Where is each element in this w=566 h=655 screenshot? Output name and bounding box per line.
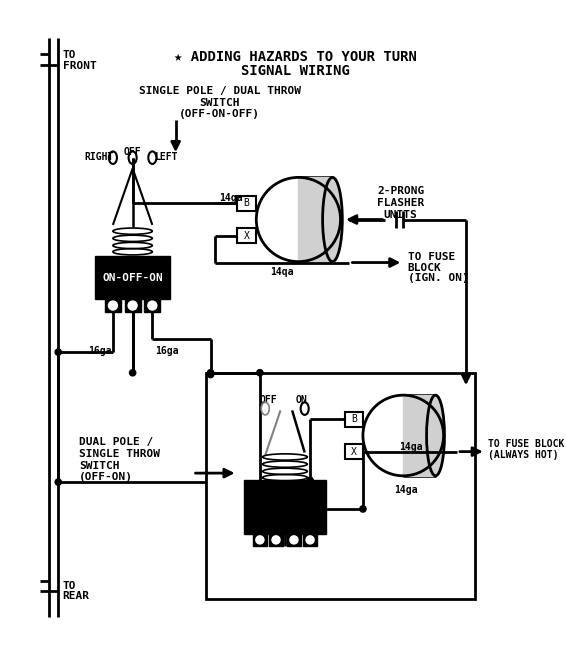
Circle shape <box>272 536 280 544</box>
Circle shape <box>208 371 214 378</box>
Bar <box>237 196 256 210</box>
Ellipse shape <box>427 396 444 475</box>
Circle shape <box>257 369 263 376</box>
Bar <box>403 395 435 476</box>
Text: RIGHT: RIGHT <box>84 153 113 162</box>
Text: (IGN. ON): (IGN. ON) <box>408 273 469 283</box>
Text: 16ga: 16ga <box>88 346 112 356</box>
Circle shape <box>256 536 264 544</box>
Text: X: X <box>243 231 250 240</box>
Text: 2-PRONG
FLASHER
UNITS: 2-PRONG FLASHER UNITS <box>377 187 424 219</box>
Bar <box>303 534 317 546</box>
Text: SINGLE THROW: SINGLE THROW <box>79 449 160 459</box>
Text: X: X <box>351 447 357 457</box>
Bar <box>206 373 475 599</box>
Text: B: B <box>351 415 357 424</box>
Circle shape <box>55 479 61 485</box>
Text: 14ga: 14ga <box>395 485 418 495</box>
Bar <box>252 534 267 546</box>
Text: (ALWAYS HOT): (ALWAYS HOT) <box>488 450 559 460</box>
Text: FRONT: FRONT <box>63 61 96 71</box>
Bar <box>287 534 301 546</box>
Text: TO: TO <box>63 580 76 591</box>
Bar <box>345 445 363 458</box>
Bar <box>237 229 256 243</box>
Text: SWITCH: SWITCH <box>199 98 240 107</box>
Circle shape <box>130 369 136 376</box>
Text: (OFF-ON): (OFF-ON) <box>79 472 133 482</box>
Bar <box>298 178 332 261</box>
Circle shape <box>306 536 314 544</box>
Text: 14qa: 14qa <box>271 267 294 277</box>
Text: ON-OFF-ON: ON-OFF-ON <box>102 272 163 283</box>
Text: OFF: OFF <box>260 395 278 405</box>
Circle shape <box>148 301 157 310</box>
Text: (OFF-ON-OFF): (OFF-ON-OFF) <box>179 109 260 119</box>
Bar <box>269 534 283 546</box>
Circle shape <box>55 349 61 355</box>
Bar <box>144 299 160 312</box>
Text: ★ ADDING HAZARDS TO YOUR TURN: ★ ADDING HAZARDS TO YOUR TURN <box>174 50 417 64</box>
Text: TO FUSE BLOCK: TO FUSE BLOCK <box>488 439 565 449</box>
Circle shape <box>360 506 366 512</box>
Text: REAR: REAR <box>63 591 90 601</box>
Circle shape <box>290 536 298 544</box>
Text: SIGNAL WIRING: SIGNAL WIRING <box>241 64 350 77</box>
Text: ON: ON <box>295 395 307 405</box>
Bar <box>105 299 121 312</box>
Text: 14ga: 14ga <box>220 193 243 202</box>
Circle shape <box>109 301 117 310</box>
Bar <box>125 299 141 312</box>
Text: 14ga: 14ga <box>399 441 422 452</box>
Text: DUAL POLE /: DUAL POLE / <box>79 438 153 447</box>
Circle shape <box>128 301 137 310</box>
Text: SWITCH: SWITCH <box>79 460 119 470</box>
Bar <box>345 412 363 426</box>
Text: BLOCK: BLOCK <box>408 263 441 272</box>
Text: 16ga: 16ga <box>155 346 178 356</box>
Text: LEFT: LEFT <box>155 153 178 162</box>
Text: TO: TO <box>63 50 76 60</box>
Text: SINGLE POLE / DUAL THROW: SINGLE POLE / DUAL THROW <box>139 86 301 96</box>
Text: B: B <box>243 198 250 208</box>
Circle shape <box>307 477 313 483</box>
Text: TO FUSE: TO FUSE <box>408 252 455 262</box>
Bar <box>244 480 326 534</box>
Text: OFF: OFF <box>124 147 142 157</box>
Circle shape <box>208 369 214 376</box>
Ellipse shape <box>324 178 341 261</box>
Bar <box>95 256 170 299</box>
